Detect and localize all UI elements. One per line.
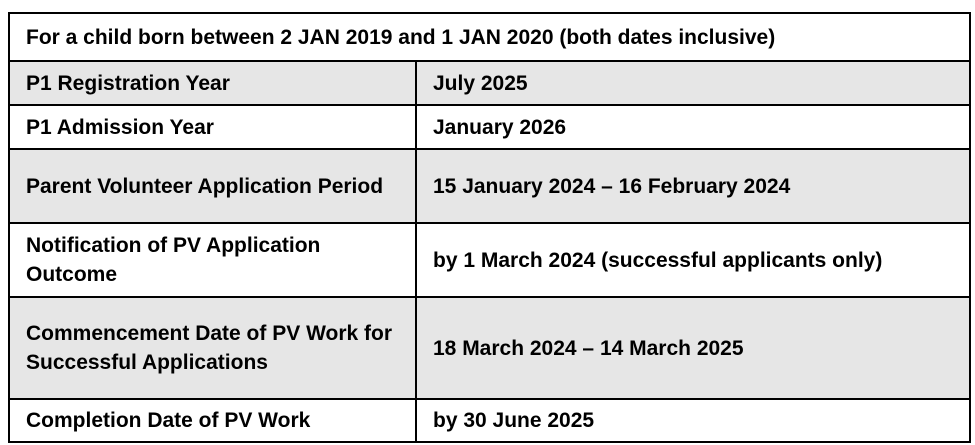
row-label: Completion Date of PV Work [8,398,417,443]
row-label: P1 Admission Year [8,104,417,150]
table-row: Commencement Date of PV Work for Success… [8,296,971,400]
row-label: Notification of PV Application Outcome [8,222,417,298]
table-row: P1 Registration Year July 2025 [8,60,971,106]
document: For a child born between 2 JAN 2019 and … [8,12,971,443]
row-value: 15 January 2024 – 16 February 2024 [415,148,971,224]
row-label: Commencement Date of PV Work for Success… [8,296,417,400]
table-header: For a child born between 2 JAN 2019 and … [8,12,971,62]
table-row: Notification of PV Application Outcome b… [8,222,971,298]
table-row: Completion Date of PV Work by 30 June 20… [8,398,971,443]
row-value: by 30 June 2025 [415,398,971,443]
pv-schedule-table: For a child born between 2 JAN 2019 and … [8,12,971,443]
table-header-row: For a child born between 2 JAN 2019 and … [8,12,971,62]
table-row: P1 Admission Year January 2026 [8,104,971,150]
row-value: July 2025 [415,60,971,106]
row-label: Parent Volunteer Application Period [8,148,417,224]
row-value: 18 March 2024 – 14 March 2025 [415,296,971,400]
table-row: Parent Volunteer Application Period 15 J… [8,148,971,224]
row-label: P1 Registration Year [8,60,417,106]
row-value: January 2026 [415,104,971,150]
row-value: by 1 March 2024 (successful applicants o… [415,222,971,298]
